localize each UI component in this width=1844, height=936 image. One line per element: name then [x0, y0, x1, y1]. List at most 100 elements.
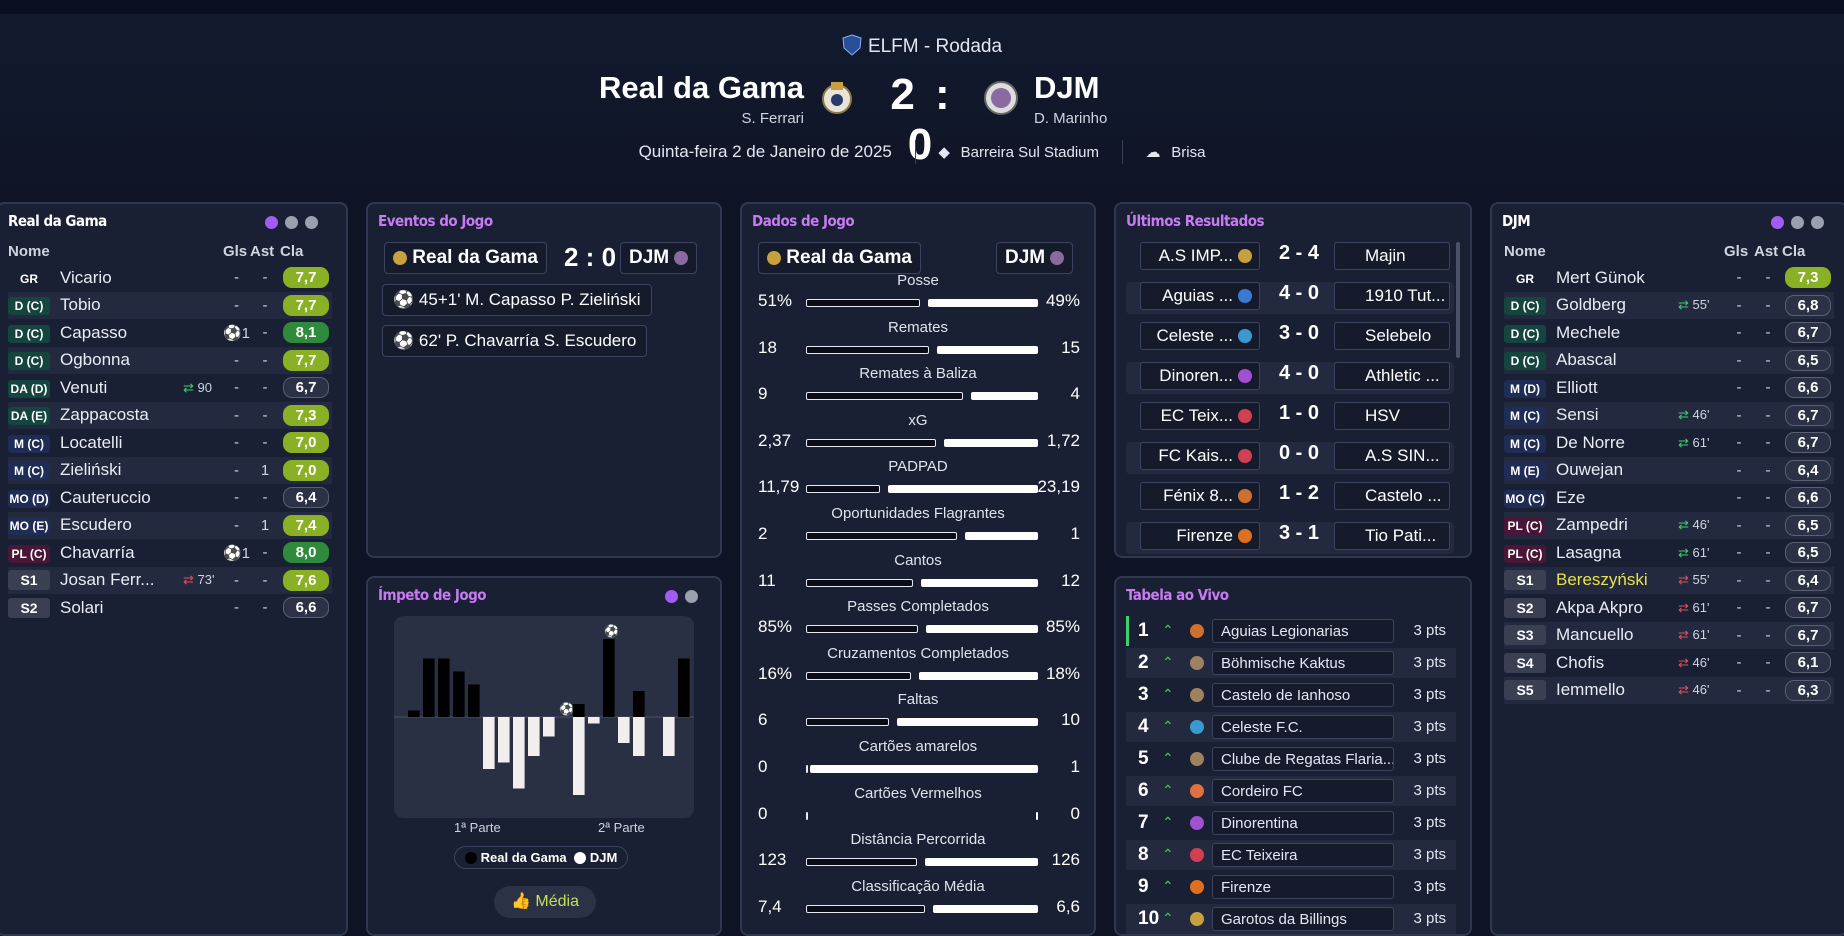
- player-row[interactable]: M (C) Sensi ⇄ 46' - -6,7: [1504, 401, 1834, 429]
- away-team-name[interactable]: DJM: [1034, 70, 1100, 105]
- player-row[interactable]: M (E) Ouwejan - -6,4: [1504, 456, 1834, 484]
- player-row[interactable]: M (C) De Norre ⇄ 61' - -6,7: [1504, 429, 1834, 457]
- player-row[interactable]: D (C) Goldberg ⇄ 55' - -6,8: [1504, 291, 1834, 319]
- player-name[interactable]: Ogbonna: [60, 350, 130, 370]
- player-row[interactable]: DA (E) Zappacosta - -7,3: [8, 401, 332, 429]
- result-row[interactable]: Dinoren... 4 - 0 Athletic ...: [1126, 362, 1454, 394]
- player-name[interactable]: Mechele: [1556, 322, 1621, 342]
- view-dot-3[interactable]: [305, 216, 318, 229]
- player-row[interactable]: S1 Bereszyński ⇄ 55' - -6,4: [1504, 566, 1834, 594]
- player-name[interactable]: Lasagna: [1556, 542, 1622, 562]
- stadium-icon: ◆: [938, 144, 950, 161]
- result-row[interactable]: Aguias ... 4 - 0 1910 Tut...: [1126, 282, 1454, 314]
- player-name[interactable]: Tobio: [60, 295, 101, 315]
- player-row[interactable]: D (C) Ogbonna - -7,7: [8, 346, 332, 374]
- result-row[interactable]: Firenze 3 - 1 Tio Pati...: [1126, 522, 1454, 554]
- player-name[interactable]: Escudero: [60, 515, 132, 535]
- team-crest-icon: [1190, 752, 1204, 766]
- player-row[interactable]: S2 Akpa Akpro ⇄ 61' - -6,7: [1504, 594, 1834, 622]
- player-name[interactable]: Mancuello: [1556, 625, 1634, 645]
- result-row[interactable]: FC Kais... 0 - 0 A.S SIN...: [1126, 442, 1454, 474]
- player-name[interactable]: Cauteruccio: [60, 487, 151, 507]
- results-scrollbar[interactable]: [1456, 242, 1460, 358]
- player-name[interactable]: Zampedri: [1556, 515, 1628, 535]
- league-row[interactable]: 8 ⌃ EC Teixeira 3 pts: [1126, 840, 1456, 870]
- result-row[interactable]: Celeste ... 3 - 0 Selebelo: [1126, 322, 1454, 354]
- view-dot-1[interactable]: [1771, 216, 1784, 229]
- view-dot-2[interactable]: [1791, 216, 1804, 229]
- second-half-label: 2ª Parte: [598, 820, 645, 835]
- player-name[interactable]: Locatelli: [60, 432, 123, 452]
- league-row[interactable]: 1 ⌃ Aguias Legionarias 3 pts: [1126, 616, 1456, 646]
- player-name[interactable]: De Norre: [1556, 432, 1625, 452]
- player-name[interactable]: Capasso: [60, 322, 128, 342]
- league-row[interactable]: 2 ⌃ Böhmische Kaktus 3 pts: [1126, 648, 1456, 678]
- player-row[interactable]: MO (D) Cauteruccio - -6,4: [8, 484, 332, 512]
- view-dot-1[interactable]: [665, 590, 678, 603]
- league-row[interactable]: 7 ⌃ Dinorentina 3 pts: [1126, 808, 1456, 838]
- league-row[interactable]: 10 ⌃ Garotos da Billings 3 pts: [1126, 904, 1456, 934]
- player-name[interactable]: Chofis: [1556, 652, 1605, 672]
- player-name[interactable]: Iemmello: [1556, 680, 1625, 700]
- result-row[interactable]: A.S IMP... 2 - 4 Majin: [1126, 242, 1454, 274]
- view-dot-1[interactable]: [265, 216, 278, 229]
- player-name[interactable]: Sensi: [1556, 405, 1599, 425]
- player-row[interactable]: D (C) Capasso ⚽1-8,1: [8, 319, 332, 347]
- player-row[interactable]: M (C) Locatelli - -7,0: [8, 429, 332, 457]
- view-dot-2[interactable]: [285, 216, 298, 229]
- player-name[interactable]: Akpa Akpro: [1556, 597, 1643, 617]
- away-coach-name[interactable]: D. Marinho: [1034, 110, 1108, 127]
- player-name[interactable]: Mert Günok: [1556, 267, 1645, 287]
- player-row[interactable]: S4 Chofis ⇄ 46' - -6,1: [1504, 649, 1834, 677]
- player-name[interactable]: Venuti: [60, 377, 108, 397]
- player-row[interactable]: D (C) Mechele - -6,7: [1504, 319, 1834, 347]
- player-name[interactable]: Josan Ferr...: [60, 570, 155, 590]
- momentum-panel: Ímpeto de Jogo ⚽ ⚽ 1ª Parte 2ª Parte Real…: [366, 576, 722, 936]
- player-name[interactable]: Vicario: [60, 267, 112, 287]
- view-dot-2[interactable]: [685, 590, 698, 603]
- player-row[interactable]: D (C) Tobio - -7,7: [8, 291, 332, 319]
- player-row[interactable]: S3 Mancuello ⇄ 61' - -6,7: [1504, 621, 1834, 649]
- player-name[interactable]: Solari: [60, 597, 104, 617]
- player-row[interactable]: S1 Josan Ferr... ⇄ 73' - -7,6: [8, 566, 332, 594]
- league-row[interactable]: 5 ⌃ Clube de Regatas Flaria... 3 pts: [1126, 744, 1456, 774]
- stat-home-bar: [806, 299, 921, 307]
- player-row[interactable]: S2 Solari - -6,6: [8, 594, 332, 622]
- home-team-name[interactable]: Real da Gama: [598, 70, 804, 105]
- player-name[interactable]: Eze: [1556, 487, 1586, 507]
- player-row[interactable]: PL (C) Lasagna ⇄ 61' - -6,5: [1504, 539, 1834, 567]
- player-row[interactable]: PL (C) Zampedri ⇄ 46' - -6,5: [1504, 511, 1834, 539]
- player-row[interactable]: M (C) Zieliński -1 7,0: [8, 456, 332, 484]
- player-name[interactable]: Zieliński: [60, 460, 122, 480]
- player-row[interactable]: MO (E) Escudero -1 7,4: [8, 511, 332, 539]
- league-points: 3 pts: [1413, 622, 1446, 639]
- player-row[interactable]: GR Mert Günok - -7,3: [1504, 264, 1834, 292]
- home-player-table: Nome Gls Ast Cla GR Vicario - -7,7 D (C) Tobi…: [8, 238, 332, 622]
- home-coach-name[interactable]: S. Ferrari: [741, 110, 804, 127]
- player-row[interactable]: GR Vicario - -7,7: [8, 264, 332, 292]
- player-name[interactable]: Abascal: [1556, 350, 1617, 370]
- event-item[interactable]: ⚽ 45+1' M. Capasso P. Zieliński: [382, 284, 652, 316]
- player-row[interactable]: PL (C) Chavarría ⚽1-8,0: [8, 539, 332, 567]
- result-row[interactable]: EC Teix... 1 - 0 HSV: [1126, 402, 1454, 434]
- player-name[interactable]: Bereszyński: [1556, 570, 1648, 590]
- stat-away-bar: [932, 904, 1038, 913]
- player-name[interactable]: Chavarría: [60, 542, 135, 562]
- player-row[interactable]: S5 Iemmello ⇄ 46' - -6,3: [1504, 676, 1834, 704]
- player-name[interactable]: Elliott: [1556, 377, 1598, 397]
- average-button[interactable]: 👍 Média: [494, 886, 596, 918]
- player-row[interactable]: DA (D) Venuti ⇄ 90- -6,7: [8, 374, 332, 402]
- player-row[interactable]: MO (C) Eze - -6,6: [1504, 484, 1834, 512]
- player-name[interactable]: Ouwejan: [1556, 460, 1624, 480]
- result-row[interactable]: Fénix 8... 1 - 2 Castelo ...: [1126, 482, 1454, 514]
- league-row[interactable]: 9 ⌃ Firenze 3 pts: [1126, 872, 1456, 902]
- player-name[interactable]: Zappacosta: [60, 405, 149, 425]
- player-row[interactable]: D (C) Abascal - -6,5: [1504, 346, 1834, 374]
- event-item[interactable]: ⚽ 62' P. Chavarría S. Escudero: [382, 325, 648, 357]
- view-dot-3[interactable]: [1811, 216, 1824, 229]
- league-row[interactable]: 6 ⌃ Cordeiro FC 3 pts: [1126, 776, 1456, 806]
- player-row[interactable]: M (D) Elliott - -6,6: [1504, 374, 1834, 402]
- league-row[interactable]: 4 ⌃ Celeste F.C. 3 pts: [1126, 712, 1456, 742]
- league-row[interactable]: 3 ⌃ Castelo de Ianhoso 3 pts: [1126, 680, 1456, 710]
- player-name[interactable]: Goldberg: [1556, 295, 1626, 315]
